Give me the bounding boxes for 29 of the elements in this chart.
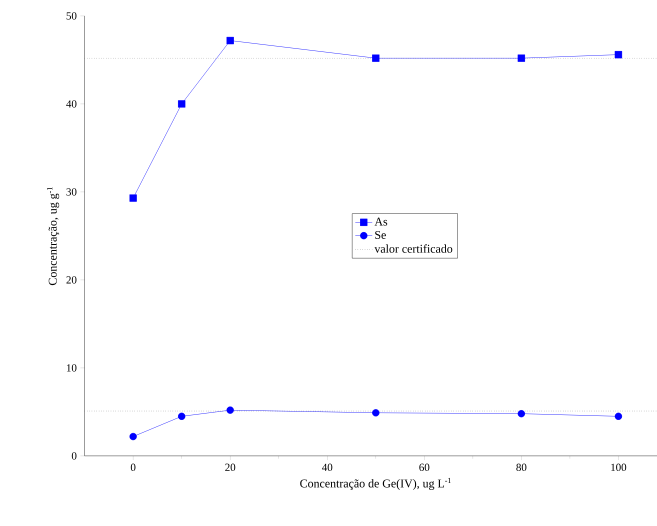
y-tick-label: 20 bbox=[66, 276, 76, 284]
y-tick-label: 30 bbox=[66, 188, 76, 196]
legend-label: Se bbox=[375, 231, 386, 240]
y-tick-label: 40 bbox=[66, 100, 76, 108]
x-tick-label: 40 bbox=[322, 464, 332, 472]
point bbox=[518, 54, 526, 62]
point bbox=[178, 100, 186, 108]
point bbox=[372, 409, 380, 417]
point bbox=[178, 412, 186, 420]
point bbox=[518, 410, 526, 418]
y-axis-title: Concentração, ug g$^{-1}$ bbox=[47, 187, 60, 286]
y-tick-label: 50 bbox=[66, 12, 76, 20]
legend-label: valor certificado bbox=[374, 244, 452, 253]
point bbox=[372, 54, 380, 62]
y-tick-label: 10 bbox=[66, 364, 76, 372]
x-tick-label: 0 bbox=[130, 464, 136, 472]
x-tick-label: 80 bbox=[516, 464, 526, 472]
legend-label: As bbox=[374, 218, 388, 226]
y-tick-label: 0 bbox=[72, 452, 76, 460]
x-axis-title: Concentração de Ge(IV), ug L$^{-1}$ bbox=[300, 478, 451, 490]
point bbox=[614, 51, 622, 59]
point bbox=[129, 194, 137, 202]
point bbox=[129, 433, 137, 440]
point bbox=[226, 406, 234, 414]
point bbox=[226, 37, 234, 44]
point bbox=[614, 412, 622, 420]
x-tick-label: 100 bbox=[611, 464, 626, 472]
x-tick-label: 60 bbox=[419, 464, 430, 472]
x-tick-label: 20 bbox=[225, 464, 236, 472]
